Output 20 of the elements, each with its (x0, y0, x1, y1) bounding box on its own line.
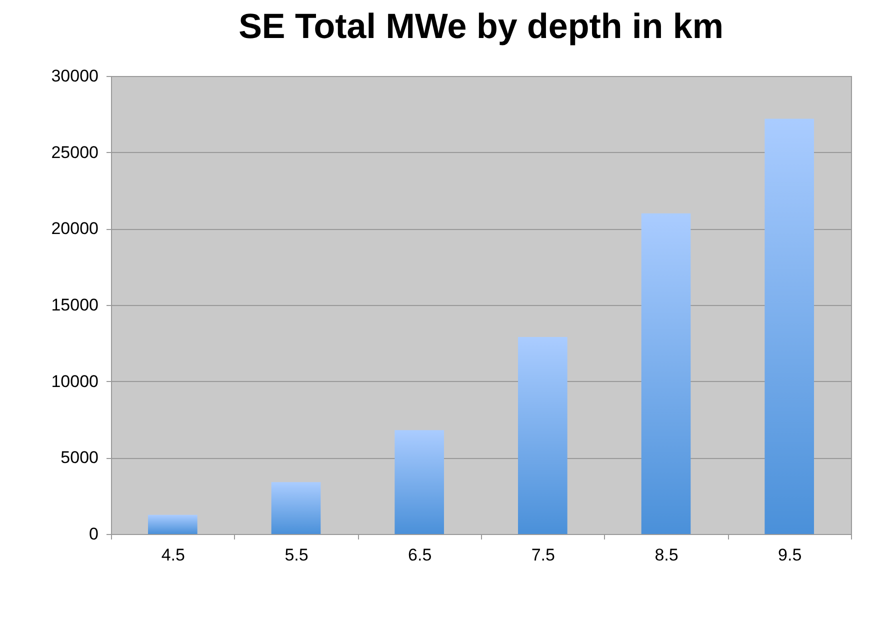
y-tick-label: 25000 (51, 142, 98, 162)
y-tick-label: 0 (89, 524, 98, 544)
x-tick-label: 4.5 (161, 546, 185, 564)
y-tick-label: 30000 (51, 66, 98, 86)
bar (271, 482, 321, 534)
bar (764, 118, 814, 534)
y-tick-label: 15000 (51, 296, 98, 314)
bar (641, 213, 691, 534)
x-tick-label: 9.5 (778, 546, 802, 564)
chart-title: SE Total MWe by depth in km (238, 7, 724, 46)
y-tick-label: 10000 (51, 372, 98, 391)
bar (148, 514, 198, 534)
x-tick-label: 5.5 (284, 546, 308, 564)
x-tick-label: 6.5 (408, 546, 432, 564)
x-tick-label: 8.5 (654, 546, 678, 564)
y-tick-label: 20000 (51, 219, 98, 238)
bar (394, 430, 444, 534)
y-tick-label: 5000 (60, 448, 98, 468)
bar (518, 337, 568, 534)
x-tick-label: 7.5 (531, 546, 555, 564)
